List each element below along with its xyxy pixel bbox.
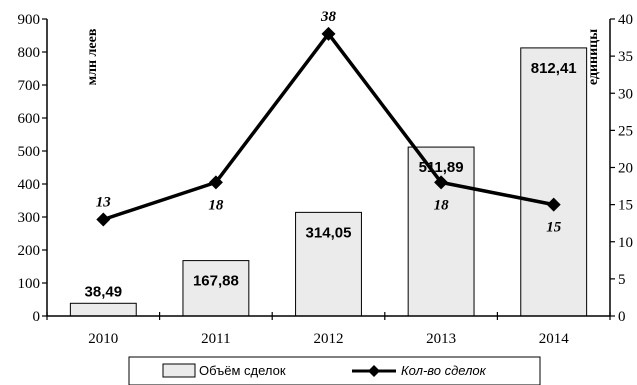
y-left-tick-label: 300	[18, 210, 41, 226]
bar	[69, 302, 137, 317]
bar	[295, 211, 362, 317]
line-point	[321, 26, 336, 41]
bar-value-label: 314,05	[306, 224, 352, 241]
y-left-tick-label: 700	[18, 78, 41, 94]
line-point-label: 13	[96, 194, 112, 210]
y-left-tick-label: 900	[18, 12, 41, 28]
bar	[182, 260, 250, 317]
bar-value-label: 38,49	[85, 283, 123, 300]
y-right-tick-label: 10	[618, 235, 633, 251]
y-left-tick-label: 400	[18, 177, 41, 193]
line-point	[96, 212, 111, 227]
y-right-tick-label: 25	[618, 123, 633, 139]
y-right-tick-label: 15	[618, 198, 633, 214]
y-left-tick-label: 200	[18, 243, 41, 259]
y-left-tick-label: 600	[18, 111, 41, 127]
legend-label-line: Кол-во сделок	[401, 363, 487, 378]
bar-value-label: 167,88	[193, 273, 239, 290]
y-right-tick-label: 20	[618, 161, 633, 177]
line-series	[102, 32, 555, 222]
bar-value-label: 812,41	[531, 60, 577, 77]
legend-swatch-bars	[162, 363, 196, 378]
x-tick-label: 2012	[314, 331, 344, 347]
x-ticks: 2010 2011 2012 2013 2014	[46, 312, 611, 347]
legend-swatch-marker	[368, 365, 380, 377]
line-point-label: 15	[546, 220, 562, 236]
legend: Объём сделок Кол-во сделок	[128, 356, 541, 385]
y-right-tick-label: 5	[618, 272, 626, 288]
y-right-tick-label: 30	[618, 86, 633, 102]
y-right-ticks: 0 5 10 15 20 25 30 35 40	[610, 12, 633, 325]
y-right-axis-title: единицы	[586, 29, 601, 85]
bar-value-label: 511,89	[419, 159, 464, 176]
y-left-ticks: 0 100 200 300 400 500 600 700 800 900	[18, 12, 47, 325]
x-tick-label: 2010	[88, 331, 118, 347]
line-point-label: 18	[434, 197, 450, 213]
x-tick-label: 2014	[539, 331, 570, 347]
bar	[520, 47, 588, 317]
line-point	[434, 175, 449, 190]
y-left-tick-label: 500	[18, 144, 41, 160]
bars-layer: 38,49 167,88 314,05 511,89 812,41	[69, 47, 588, 317]
line-point-label: 38	[320, 9, 337, 25]
y-right-tick-label: 35	[618, 49, 633, 65]
x-tick-label: 2013	[426, 331, 456, 347]
y-right-tick-label: 0	[618, 309, 626, 325]
y-left-tick-label: 100	[18, 276, 41, 292]
x-tick-label: 2011	[201, 331, 230, 347]
legend-box	[128, 356, 541, 385]
legend-label-bars: Объём сделок	[199, 363, 286, 378]
line-layer: 13 18 38 18 15	[96, 9, 562, 236]
y-left-tick-label: 800	[18, 45, 41, 61]
bar	[407, 146, 475, 317]
line-point-label: 18	[208, 197, 224, 213]
y-right-tick-label: 40	[618, 12, 633, 28]
line-point	[208, 175, 223, 190]
y-left-tick-label: 0	[33, 309, 41, 325]
y-left-axis-title: млн леев	[85, 28, 100, 85]
line-point	[546, 197, 561, 212]
